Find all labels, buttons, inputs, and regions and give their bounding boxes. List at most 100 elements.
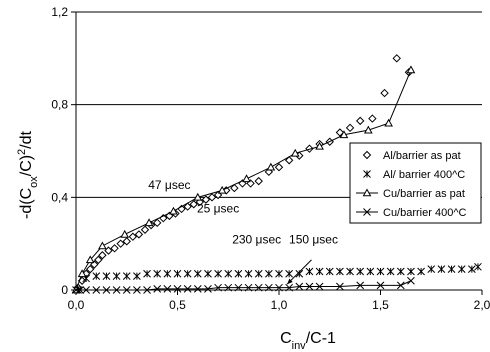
annotation-arrowhead-1: [287, 278, 293, 285]
series-2-point: [366, 267, 375, 276]
legend-marker-1: [362, 150, 372, 160]
series-3-point: [290, 148, 300, 157]
tick-labels: 0,0 0,5 1,0 1,5 2,0 0 0,4 0,8 1,2: [51, 5, 490, 312]
series-1-point: [140, 225, 150, 234]
series-4-point: [143, 286, 151, 294]
series-4-point: [376, 281, 385, 290]
series-2-point: [92, 272, 101, 280]
series-4-point: [193, 284, 202, 293]
series-4-point: [183, 284, 192, 293]
x-tick-label-1: 0,5: [169, 298, 186, 312]
y-tick-label-2: 0,8: [51, 98, 68, 112]
series-4-point: [264, 283, 273, 292]
series-1-point: [207, 193, 217, 202]
series-2-point: [122, 272, 131, 280]
legend-label-4: Cu/barrier 400^C: [383, 207, 466, 219]
series-1-point: [189, 200, 198, 209]
series-4-point: [295, 282, 304, 291]
series-3-point: [169, 206, 178, 215]
annotation-1: 47 μsec: [148, 178, 190, 192]
legend-marker-4: [363, 208, 371, 216]
series-1-point: [274, 163, 284, 172]
series-1-point: [305, 144, 314, 153]
legend-label-1: Al/barrier as pat: [383, 150, 461, 162]
series-4-point: [305, 282, 314, 291]
series-4-point: [275, 283, 283, 292]
series-2-point: [427, 265, 436, 274]
series-4-point: [112, 286, 121, 294]
series-4-point: [407, 276, 415, 285]
series-2-point: [224, 269, 233, 278]
series-1-point: [355, 116, 365, 126]
series-2-point: [467, 265, 476, 274]
series-4-point: [102, 286, 111, 294]
series-4-point: [254, 283, 263, 292]
series-2-point: [396, 267, 405, 276]
legend-label-2: Al/ barrier 400^C: [383, 169, 465, 181]
annotation-4: 150 μsec: [289, 233, 338, 247]
series-1-point: [230, 183, 239, 193]
series-2-point: [457, 265, 466, 274]
series-3-point: [98, 241, 107, 250]
series-4-point: [234, 283, 243, 292]
annotation-2: 25 μsec: [197, 201, 239, 215]
series-3-point: [85, 255, 95, 264]
series-2-point: [356, 267, 365, 276]
series-4-point: [82, 286, 91, 294]
series-layer: [71, 54, 482, 294]
legend-item-3: Cu/barrier as pat: [356, 188, 465, 200]
series-1-point: [284, 156, 294, 165]
series-1-point: [134, 230, 144, 239]
legend-marker-3: [362, 188, 372, 197]
series-4: [72, 276, 415, 294]
y-tick-label-0: 0: [61, 283, 68, 297]
series-1-point: [345, 123, 355, 133]
series-2-point: [305, 267, 314, 276]
series-1-point: [94, 255, 103, 265]
series-1-point: [335, 128, 345, 137]
series-3-point: [193, 192, 203, 201]
annotations: 47 μsec 25 μsec 230 μsec 150 μsec: [148, 178, 338, 285]
series-2-point: [112, 272, 121, 280]
series-4-point: [336, 282, 344, 291]
series-2-point: [474, 262, 482, 271]
series-2: [74, 262, 482, 294]
series-3-point: [77, 269, 87, 278]
series-2-point: [183, 269, 192, 278]
y-tick-label-3: 1,2: [51, 5, 68, 19]
x-tick-label-2: 1,0: [271, 298, 288, 312]
legend-label-3: Cu/barrier as pat: [383, 188, 465, 200]
x-axis-label: Cinv/C-1: [280, 330, 336, 352]
series-3-point: [315, 141, 324, 150]
series-1-point: [116, 239, 125, 248]
series-4-point: [76, 286, 84, 294]
series-4-point: [396, 281, 405, 290]
series-4-point: [163, 284, 172, 293]
series-4-point: [214, 283, 222, 292]
series-2-point: [153, 269, 162, 278]
series-2-point: [295, 269, 304, 278]
series-3-point: [217, 185, 227, 194]
legend-item-1: Al/barrier as pat: [362, 150, 461, 162]
series-3-point: [363, 125, 373, 134]
series-3-point: [384, 118, 393, 127]
series-4-point: [315, 282, 324, 291]
series-2-point: [407, 267, 415, 276]
series-4-point: [173, 284, 182, 293]
series-2-point: [143, 269, 151, 278]
series-2-point: [244, 269, 253, 278]
series-4-point: [122, 286, 131, 294]
legend-marker-2: [363, 170, 371, 178]
series-1-point: [104, 246, 113, 255]
series-4-point: [285, 283, 294, 292]
series-1-point: [380, 88, 389, 98]
series-2-point: [325, 267, 334, 276]
series-1-point: [152, 218, 162, 228]
series-2-point: [417, 267, 425, 276]
series-2-point: [437, 265, 446, 274]
annotation-arrow-1: [286, 259, 312, 285]
series-2-point: [214, 269, 222, 278]
series-2-point: [447, 265, 456, 274]
x-tick-label-0: 0,0: [68, 298, 85, 312]
